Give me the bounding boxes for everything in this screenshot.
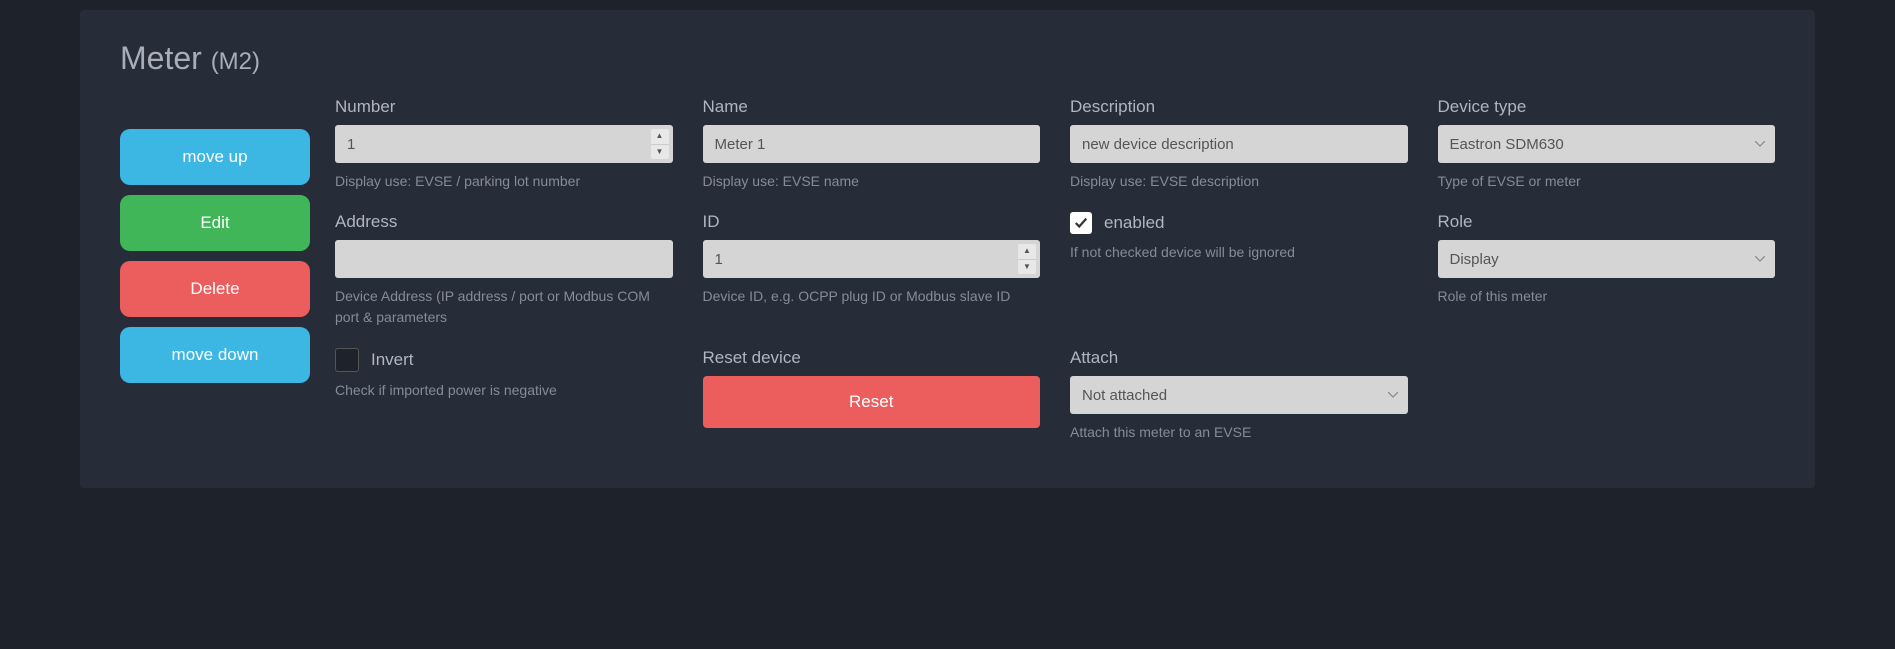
enabled-checkbox[interactable]	[1070, 212, 1092, 234]
empty-cell	[1438, 348, 1776, 443]
name-input[interactable]	[703, 125, 1041, 163]
action-buttons: move up Edit Delete move down	[120, 97, 310, 443]
number-help: Display use: EVSE / parking lot number	[335, 171, 673, 192]
invert-group: Invert Check if imported power is negati…	[335, 348, 673, 443]
spinner-up-icon[interactable]: ▲	[1018, 244, 1036, 260]
delete-button[interactable]: Delete	[120, 261, 310, 317]
meter-panel: Meter (M2) move up Edit Delete move down…	[80, 10, 1815, 488]
role-help: Role of this meter	[1438, 286, 1776, 307]
attach-select[interactable]: Not attached	[1070, 376, 1408, 414]
number-group: Number ▲ ▼ Display use: EVSE / parking l…	[335, 97, 673, 192]
id-spinner[interactable]: ▲ ▼	[1018, 244, 1036, 274]
spinner-up-icon[interactable]: ▲	[651, 129, 669, 145]
enabled-help: If not checked device will be ignored	[1070, 242, 1408, 263]
panel-title: Meter (M2)	[120, 40, 1775, 77]
id-label: ID	[703, 212, 1041, 232]
role-label: Role	[1438, 212, 1776, 232]
id-group: ID ▲ ▼ Device ID, e.g. OCPP plug ID or M…	[703, 212, 1041, 328]
reset-button[interactable]: Reset	[703, 376, 1041, 428]
invert-help: Check if imported power is negative	[335, 380, 673, 401]
spinner-down-icon[interactable]: ▼	[1018, 260, 1036, 275]
number-label: Number	[335, 97, 673, 117]
attach-label: Attach	[1070, 348, 1408, 368]
move-down-button[interactable]: move down	[120, 327, 310, 383]
move-up-button[interactable]: move up	[120, 129, 310, 185]
reset-group: Reset device Reset	[703, 348, 1041, 443]
invert-label: Invert	[371, 350, 414, 370]
attach-group: Attach Not attached Attach this meter to…	[1070, 348, 1408, 443]
role-select[interactable]: Display	[1438, 240, 1776, 278]
description-input[interactable]	[1070, 125, 1408, 163]
edit-button[interactable]: Edit	[120, 195, 310, 251]
name-group: Name Display use: EVSE name	[703, 97, 1041, 192]
id-input[interactable]	[703, 240, 1041, 278]
check-icon	[1074, 216, 1088, 230]
device-type-help: Type of EVSE or meter	[1438, 171, 1776, 192]
address-group: Address Device Address (IP address / por…	[335, 212, 673, 328]
address-label: Address	[335, 212, 673, 232]
title-sub: (M2)	[211, 48, 260, 75]
reset-label: Reset device	[703, 348, 1041, 368]
content-row: move up Edit Delete move down Number ▲ ▼…	[120, 97, 1775, 443]
enabled-group: enabled If not checked device will be ig…	[1070, 212, 1408, 328]
name-label: Name	[703, 97, 1041, 117]
fields-grid: Number ▲ ▼ Display use: EVSE / parking l…	[335, 97, 1775, 443]
address-help: Device Address (IP address / port or Mod…	[335, 286, 673, 328]
address-input[interactable]	[335, 240, 673, 278]
name-help: Display use: EVSE name	[703, 171, 1041, 192]
role-group: Role Display Role of this meter	[1438, 212, 1776, 328]
title-main: Meter	[120, 40, 202, 76]
device-type-label: Device type	[1438, 97, 1776, 117]
id-help: Device ID, e.g. OCPP plug ID or Modbus s…	[703, 286, 1041, 307]
attach-help: Attach this meter to an EVSE	[1070, 422, 1408, 443]
device-type-select[interactable]: Eastron SDM630	[1438, 125, 1776, 163]
enabled-label: enabled	[1104, 213, 1165, 233]
description-group: Description Display use: EVSE descriptio…	[1070, 97, 1408, 192]
invert-checkbox[interactable]	[335, 348, 359, 372]
description-label: Description	[1070, 97, 1408, 117]
device-type-group: Device type Eastron SDM630 Type of EVSE …	[1438, 97, 1776, 192]
number-input[interactable]	[335, 125, 673, 163]
description-help: Display use: EVSE description	[1070, 171, 1408, 192]
number-spinner[interactable]: ▲ ▼	[651, 129, 669, 159]
spinner-down-icon[interactable]: ▼	[651, 145, 669, 160]
